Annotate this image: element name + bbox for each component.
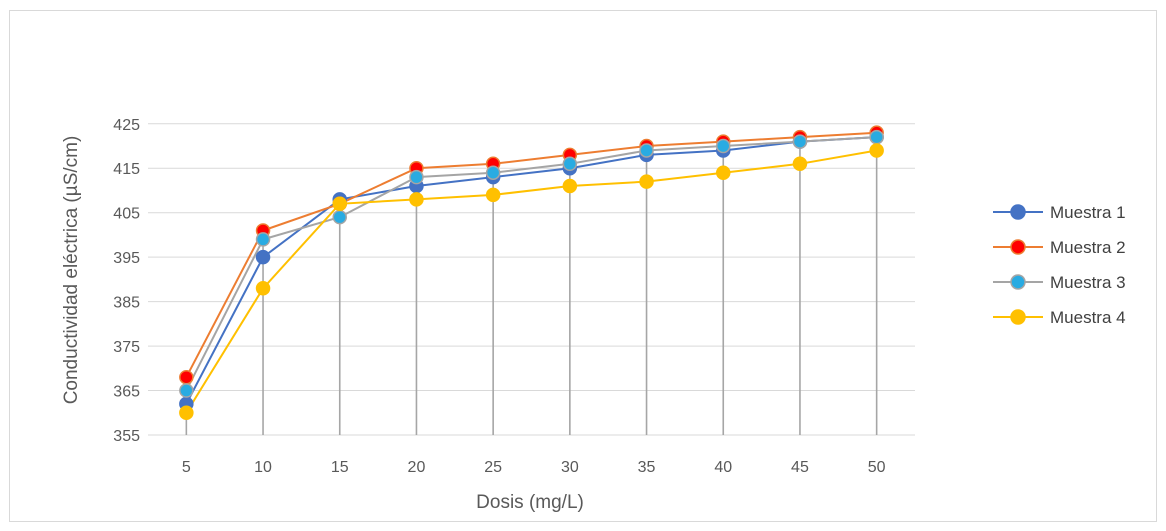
series-line-1 (185, 136, 877, 405)
data-point-series-4 (179, 405, 194, 421)
gridlines (148, 123, 915, 436)
x-tick-label: 25 (484, 459, 502, 476)
legend-marker (1010, 239, 1026, 255)
series-layer (179, 125, 884, 421)
y-axis-title: Conductividad eléctrica (µS/cm) (61, 136, 82, 405)
x-tick-label: 30 (561, 459, 579, 476)
data-point-series-4 (485, 187, 501, 203)
data-point-series-3 (639, 143, 654, 158)
data-point-series-4 (409, 192, 424, 207)
x-tick-label: 15 (331, 459, 349, 476)
data-point-series-3 (255, 232, 271, 247)
data-point-series-3 (562, 156, 578, 172)
data-point-series-4 (562, 178, 578, 194)
chart-area (9, 10, 1157, 522)
x-tick-label: 50 (868, 459, 886, 476)
data-point-series-3 (179, 383, 194, 398)
data-point-series-4 (869, 143, 884, 158)
data-point-series-3 (332, 209, 347, 225)
tick-labels: 355 365 375 385 395 405 415 425 5 10 15 20 25 30 35 40 4… (113, 117, 885, 476)
y-tick-label: 385 (113, 295, 140, 312)
legend-label: Muestra 4 (1050, 308, 1126, 327)
data-point-series-3 (409, 169, 424, 185)
y-tick-label: 375 (113, 339, 140, 356)
y-tick-label: 425 (113, 117, 140, 134)
data-point-series-3 (792, 134, 808, 149)
data-point-series-4 (255, 281, 271, 296)
data-point-series-4 (716, 165, 731, 180)
y-tick-label: 355 (113, 428, 140, 445)
legend-marker (1010, 309, 1026, 325)
data-point-series-3 (485, 165, 501, 180)
legend-marker (1010, 274, 1026, 290)
data-point-series-4 (332, 196, 347, 212)
x-tick-label: 40 (714, 459, 732, 476)
x-tick-label: 10 (254, 459, 272, 476)
x-tick-label: 20 (408, 459, 426, 476)
legend: Muestra 1 Muestra 2 Muestra 3 Muestra 4 (993, 203, 1126, 327)
legend-label: Muestra 2 (1050, 238, 1126, 257)
x-tick-label: 35 (638, 459, 656, 476)
y-tick-label: 405 (113, 206, 140, 223)
legend-marker (1010, 204, 1026, 220)
data-point-series-4 (792, 156, 808, 172)
data-point-series-4 (639, 174, 654, 189)
legend-label: Muestra 1 (1050, 203, 1126, 222)
y-tick-label: 365 (113, 384, 140, 401)
data-point-series-3 (869, 129, 884, 145)
x-tick-label: 45 (791, 459, 809, 476)
series-line-2 (185, 131, 877, 378)
drop-lines (185, 132, 878, 435)
data-point-series-2 (179, 369, 194, 385)
data-point-series-1 (255, 249, 271, 265)
y-tick-label: 395 (113, 250, 140, 267)
series-line-4 (185, 149, 877, 414)
legend-label: Muestra 3 (1050, 273, 1126, 292)
data-point-series-3 (716, 138, 731, 154)
x-axis-title: Dosis (mg/L) (476, 492, 584, 513)
series-line-3 (185, 136, 877, 391)
y-tick-label: 415 (113, 161, 140, 178)
x-tick-label: 5 (182, 459, 191, 476)
